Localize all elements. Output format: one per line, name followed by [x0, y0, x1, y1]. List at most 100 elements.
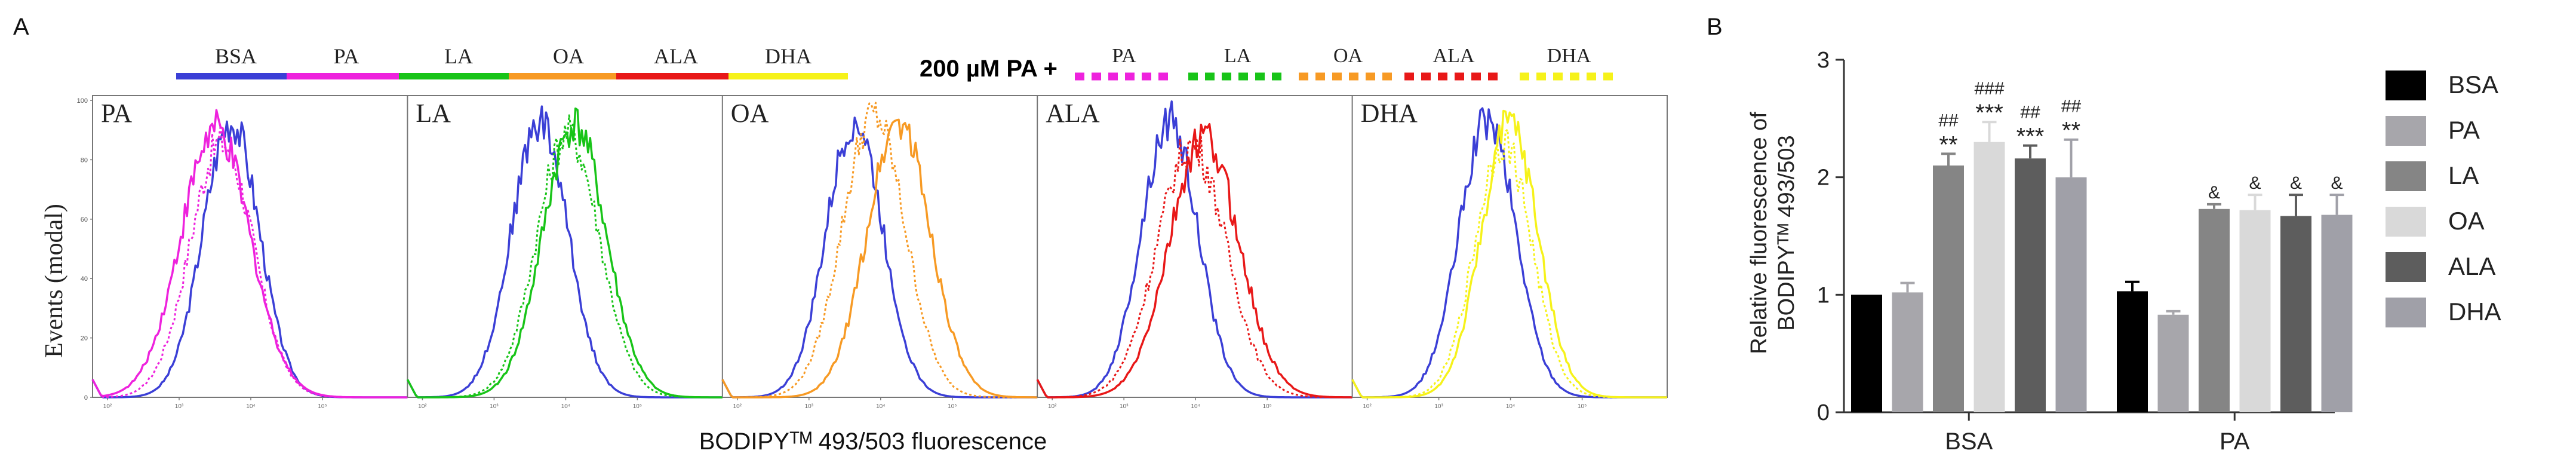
histogram-panel-title-dha: DHA [1361, 99, 1418, 128]
bar-legend-label-dha: DHA [2448, 298, 2501, 326]
y-tick-label: 60 [81, 216, 88, 223]
y-tick-label: 80 [81, 157, 88, 164]
x-tick-label: 10⁵ [1578, 403, 1587, 410]
x-tick-label: 10² [418, 403, 427, 410]
histogram-panel-title-oa: OA [731, 99, 769, 128]
histogram-panel-title-la: LA [416, 99, 451, 128]
legend-swatch-pa [287, 73, 406, 79]
bar-y-tick-label: 0 [1817, 400, 1830, 425]
histogram-x-axis-label: BODIPYᵀᴹ 493/503 fluorescence [699, 428, 1047, 455]
x-tick-label: 10³ [805, 403, 814, 410]
bar-legend-swatch-bsa [2386, 71, 2426, 100]
y-tick-label: 100 [77, 97, 88, 105]
x-tick-label: 10² [1048, 403, 1057, 410]
histogram-frame [92, 95, 1668, 398]
bar-pa-pa [2157, 314, 2189, 412]
legend-label-ala: ALA [654, 44, 698, 68]
histogram-curve-pa-pa [91, 109, 408, 399]
dotted-legend-label-pa: PA [1112, 45, 1136, 67]
significance-mark: ## [1938, 111, 1959, 130]
x-tick-label: 10² [1363, 403, 1372, 410]
y-tick-label: 20 [81, 335, 88, 342]
bar-legend-label-la: LA [2448, 161, 2479, 189]
legend-dotted: PA LA OA ALA DHA [1075, 45, 1618, 81]
y-tick-label: 0 [84, 394, 88, 402]
bar-category-label-bsa: BSA [1945, 428, 1993, 455]
significance-mark: & [2331, 173, 2343, 193]
dotted-legend-label-ala: ALA [1433, 45, 1475, 67]
x-tick-label: 10³ [175, 403, 184, 410]
bar-pa-la [2199, 209, 2230, 412]
significance-mark: ** [2062, 118, 2080, 144]
bar-legend-label-oa: OA [2448, 207, 2485, 235]
histogram-curve-dha-200-m-pa-dha [1351, 128, 1667, 399]
x-tick-label: 10⁴ [246, 403, 255, 410]
legend-swatch-bsa [176, 73, 296, 79]
x-tick-label: 10³ [490, 403, 499, 410]
x-tick-label: 10⁵ [633, 403, 642, 410]
histogram-curve-la-200-m-pa-la [407, 114, 723, 399]
significance-mark: & [2208, 183, 2220, 203]
x-tick-label: 10⁵ [318, 403, 327, 410]
bar-bsa-ala [2015, 158, 2046, 412]
bar-pa-ala [2280, 216, 2311, 412]
legend-swatch-oa [509, 73, 628, 79]
bar-y-axis-label-line1: Relative fluorescence of [1747, 112, 1772, 354]
bar-legend-swatch-oa [2386, 207, 2426, 237]
histogram-curve-oa-bsa [721, 117, 1038, 399]
legend-swatch-dha [728, 73, 848, 79]
y-tick-label: 40 [81, 275, 88, 283]
histogram-curve-pa-bsa [91, 120, 408, 399]
panel-a-label: A [13, 14, 29, 40]
bar-legend-swatch-la [2386, 161, 2426, 191]
significance-mark: ** [1939, 131, 1957, 158]
bar-legend-swatch-ala [2386, 252, 2426, 282]
legend-solid: BSA PA LA OA ALA DHA [176, 44, 848, 79]
histogram-panel-title-ala: ALA [1046, 99, 1100, 128]
significance-mark: *** [2016, 124, 2045, 150]
legend-label-pa: PA [334, 44, 359, 68]
bar-y-tick-label: 3 [1817, 48, 1830, 73]
dotted-legend-label-oa: OA [1333, 45, 1363, 67]
legend-label-la: LA [444, 44, 473, 68]
x-tick-label: 10⁵ [1263, 403, 1272, 410]
legend-label-oa: OA [553, 44, 584, 68]
x-tick-label: 10² [103, 403, 112, 410]
histogram-panels: 0 20 40 60 80 100 PA 10² 10³ 10⁴ 10⁵ LA 10² 10³ 10⁴ 10⁵… [77, 95, 1668, 410]
significance-mark: ### [1974, 79, 2004, 99]
histogram-curve-oa-200-m-pa-oa [721, 102, 1038, 399]
dotted-legend-label-la: LA [1224, 45, 1252, 67]
bar-pa-bsa [2117, 291, 2148, 412]
bar-legend-swatch-pa [2386, 116, 2426, 146]
legend-label-dha: DHA [765, 44, 811, 68]
legend-label-bsa: BSA [215, 44, 257, 68]
bar-bsa-la [1933, 166, 1964, 412]
x-tick-label: 10⁴ [1506, 403, 1515, 410]
bar-bsa-dha [2055, 177, 2087, 412]
histogram-panel-title-pa: PA [101, 99, 132, 128]
histogram-y-axis-label: Events (modal) [41, 204, 68, 358]
bar-legend: BSA PA LA OA ALA DHA [2386, 71, 2501, 327]
bar-legend-swatch-dha [2386, 298, 2426, 327]
bar-legend-label-pa: PA [2448, 116, 2480, 144]
x-tick-label: 10⁴ [1191, 403, 1200, 410]
bar-pa-oa [2239, 210, 2271, 412]
histogram-curve-ala-bsa [1036, 100, 1352, 399]
significance-mark: ## [2061, 97, 2082, 117]
legend-swatch-ala [616, 73, 736, 79]
bar-y-tick-label: 2 [1817, 166, 1830, 191]
x-tick-label: 10⁵ [948, 403, 957, 410]
x-tick-label: 10³ [1120, 403, 1129, 410]
x-tick-label: 10³ [1434, 403, 1443, 410]
x-tick-label: 10⁴ [876, 403, 885, 410]
bar-y-tick-label: 1 [1817, 283, 1830, 308]
bar-legend-label-ala: ALA [2448, 252, 2495, 280]
histogram-curve-la-la [406, 107, 723, 399]
bar-legend-label-bsa: BSA [2448, 71, 2498, 99]
bar-pa-dha [2321, 214, 2353, 412]
significance-mark: & [2290, 173, 2302, 193]
significance-mark: *** [1975, 100, 2003, 126]
histogram-curve-dha-dha [1351, 109, 1667, 399]
